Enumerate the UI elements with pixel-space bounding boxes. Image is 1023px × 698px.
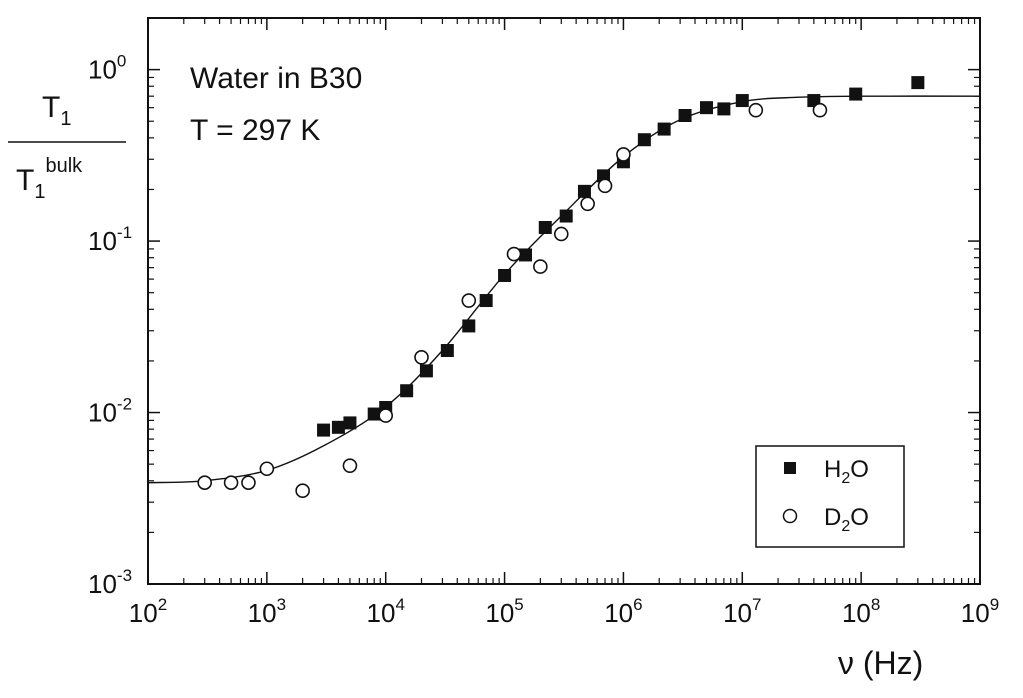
data-point-h2o	[519, 248, 533, 262]
data-point-h2o	[637, 133, 651, 147]
plot-frame	[147, 17, 981, 585]
legend: H2O D2O	[755, 445, 905, 548]
data-point-h2o	[538, 221, 552, 235]
y-label-numerator: T1	[42, 91, 71, 130]
data-point-h2o	[367, 407, 381, 421]
y-label-denominator: T1bulk	[16, 155, 83, 203]
data-point-d2o	[241, 475, 256, 490]
data-point-d2o	[414, 349, 429, 365]
data-points	[197, 76, 925, 499]
data-point-d2o	[506, 246, 522, 262]
legend-marker-h2o	[784, 462, 796, 474]
data-point-h2o	[678, 108, 692, 122]
annotation-sample: Water in B30	[190, 62, 362, 95]
axis-tick-labels: 102 103 104 105 106 107 108 109 100 10-1 10-2 10-3	[88, 52, 999, 628]
data-point-d2o	[553, 226, 569, 242]
data-point-d2o	[616, 147, 631, 162]
data-point-d2o	[597, 178, 613, 194]
data-point-h2o	[498, 268, 512, 282]
data-point-h2o	[849, 87, 863, 101]
data-point-h2o	[717, 102, 731, 116]
y-axis-label: T1 T1bulk	[8, 91, 126, 203]
legend-label-d2o: D2O	[824, 504, 869, 535]
data-point-h2o	[559, 209, 573, 223]
x-tick-label: 108	[842, 595, 880, 628]
y-tick-label: 100	[88, 52, 126, 85]
data-point-h2o	[911, 76, 925, 90]
data-point-h2o	[317, 423, 331, 437]
legend-box	[755, 445, 905, 548]
legend-marker-d2o	[782, 508, 798, 524]
x-tick-label: 104	[367, 595, 405, 628]
data-point-h2o	[462, 319, 476, 333]
axis-ticks	[147, 17, 981, 585]
data-point-d2o	[533, 259, 548, 274]
data-point-h2o	[331, 420, 345, 434]
data-point-h2o	[440, 344, 454, 358]
data-point-d2o	[223, 475, 239, 490]
data-point-d2o	[197, 475, 213, 490]
x-tick-label: 103	[248, 595, 286, 628]
data-point-d2o	[259, 461, 275, 477]
x-tick-label: 102	[129, 595, 167, 628]
data-point-d2o	[342, 458, 358, 473]
x-tick-label: 105	[485, 595, 523, 628]
data-point-d2o	[812, 102, 828, 118]
plot-area-border	[147, 17, 981, 585]
data-point-h2o	[735, 94, 749, 108]
data-point-h2o	[419, 364, 433, 378]
data-point-h2o	[479, 294, 493, 308]
y-tick-label: 10-3	[88, 566, 132, 599]
data-point-h2o	[343, 416, 357, 430]
data-point-h2o	[700, 101, 714, 115]
data-point-d2o	[580, 196, 595, 212]
fit-curve	[147, 95, 981, 484]
data-point-d2o	[295, 483, 310, 499]
data-point-d2o	[748, 102, 764, 118]
data-point-d2o	[461, 293, 477, 308]
annotation-temperature: T = 297 K	[190, 114, 320, 147]
legend-label-h2o: H2O	[824, 456, 869, 487]
x-tick-label: 106	[604, 595, 642, 628]
y-tick-label: 10-1	[88, 223, 132, 256]
data-point-h2o	[657, 122, 671, 136]
data-point-h2o	[577, 184, 591, 198]
y-tick-label: 10-2	[88, 395, 132, 428]
x-tick-label: 107	[723, 595, 761, 628]
data-point-d2o	[378, 408, 394, 423]
x-axis-label: ν (Hz)	[838, 645, 923, 681]
data-point-h2o	[400, 384, 414, 398]
x-tick-label: 109	[961, 595, 999, 628]
